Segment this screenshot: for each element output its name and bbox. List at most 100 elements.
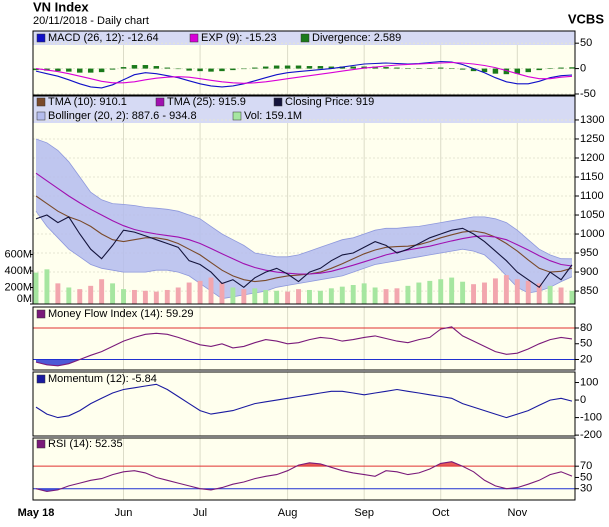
bar	[120, 67, 127, 69]
bar	[503, 68, 510, 75]
y-tick-label: 1050	[580, 209, 604, 221]
bar	[448, 68, 455, 69]
volume-bar	[383, 289, 389, 304]
bar	[284, 65, 291, 69]
y-tick-label: 100	[580, 376, 598, 388]
y-tick-label: -50	[580, 88, 596, 100]
bar	[186, 68, 192, 71]
y-tick-label: 850	[580, 285, 598, 297]
volume-bar	[482, 282, 487, 304]
y-tick-label: 1100	[580, 190, 604, 202]
y2-tick-label: 200M	[4, 281, 32, 293]
bar	[328, 66, 335, 69]
legend-label: TMA (10): 910.1	[48, 96, 127, 108]
legend-swatch	[36, 33, 46, 43]
bar	[350, 66, 356, 69]
bar	[252, 67, 258, 69]
panel-plot	[33, 119, 575, 304]
series-line	[35, 61, 573, 84]
legend-swatch	[36, 309, 46, 319]
volume-bar	[110, 283, 116, 304]
y-tick-label: 1000	[580, 228, 604, 240]
bar	[98, 68, 105, 73]
series-line	[35, 461, 573, 493]
volume-bar	[99, 279, 105, 304]
bar	[317, 66, 324, 69]
x-tick-label: Jul	[193, 507, 207, 519]
volume-bar	[77, 289, 83, 304]
bar	[525, 68, 531, 73]
panel-plot	[33, 307, 575, 370]
bar	[241, 68, 247, 70]
bar	[547, 68, 553, 69]
legend-label: Bollinger (20, 2): 887.6 - 934.8	[48, 110, 197, 122]
y-tick-label: 0	[580, 62, 586, 74]
band-edge	[35, 210, 573, 300]
volume-bar	[263, 289, 269, 304]
legend-swatch	[273, 97, 283, 107]
bar	[230, 68, 236, 71]
series-line	[35, 383, 573, 419]
volume-bar	[274, 290, 280, 304]
y-tick-label: 0	[580, 394, 586, 406]
volume-bar	[142, 290, 148, 304]
volume-bar	[121, 289, 126, 304]
bar	[164, 67, 170, 69]
volume-bar	[569, 290, 575, 304]
volume-bar	[536, 283, 542, 304]
legend-label: Money Flow Index (14): 59.29	[48, 308, 194, 320]
bar	[175, 68, 181, 70]
volume-bar	[33, 272, 39, 304]
panel-plot	[33, 438, 575, 500]
y-tick-label: 50	[580, 37, 592, 49]
volume-bar	[285, 291, 291, 304]
y-tick-label: 80	[580, 322, 592, 334]
volume-bar	[547, 285, 553, 304]
volume-bar	[153, 291, 159, 304]
x-tick-label: May 18	[18, 507, 55, 519]
bar	[558, 67, 564, 69]
bar	[295, 65, 302, 69]
x-tick-label: Aug	[278, 507, 298, 519]
legend-swatch	[232, 111, 242, 121]
x-tick-label: Sep	[354, 507, 374, 519]
bar	[109, 68, 116, 70]
volume-bar	[55, 283, 61, 304]
bar	[492, 68, 499, 74]
volume-bar	[558, 287, 564, 304]
y2-tick-label: 600M	[4, 248, 32, 260]
legend-label: Divergence: 2.589	[312, 32, 401, 44]
series-line	[35, 326, 573, 367]
y-tick-label: 1250	[580, 133, 604, 145]
y-tick-label: 70	[580, 460, 592, 472]
x-tick-label: Jun	[115, 507, 133, 519]
bar	[394, 67, 400, 69]
y2-tick-label: 0M	[17, 293, 32, 305]
series-line	[35, 172, 573, 275]
bar	[470, 68, 477, 72]
bar	[427, 68, 433, 69]
y-tick-label: 1200	[580, 152, 604, 164]
panel-border	[32, 437, 576, 501]
volume-bar	[525, 280, 531, 304]
volume-bar	[339, 286, 345, 304]
bar	[87, 68, 94, 73]
volume-bar	[449, 277, 455, 304]
bar	[153, 66, 160, 69]
volume-bar	[208, 277, 214, 304]
bar	[77, 68, 83, 73]
y-tick-label: 20	[580, 353, 592, 365]
volume-bar	[328, 288, 334, 304]
y-tick-label: 1150	[580, 171, 604, 183]
volume-bar	[66, 287, 72, 304]
volume-bar	[471, 284, 477, 304]
series-line	[35, 214, 573, 289]
y-tick-label: 950	[580, 247, 598, 259]
y-tick-label: -200	[580, 429, 602, 441]
volume-bar	[438, 279, 444, 304]
bar	[55, 68, 61, 72]
volume-bar	[416, 282, 422, 304]
volume-bar	[197, 280, 203, 304]
band-edge	[35, 138, 573, 260]
